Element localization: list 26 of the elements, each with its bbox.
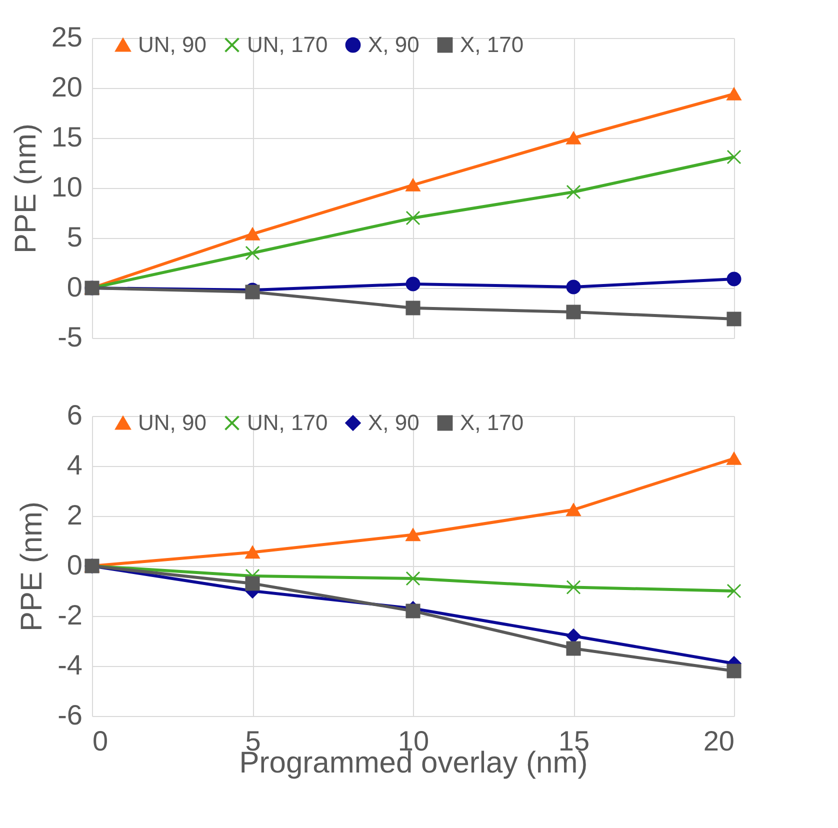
y-tick-label: -4: [58, 650, 82, 680]
y-tick-label: 25: [51, 22, 82, 52]
legend-label: UN, 170: [247, 32, 328, 57]
y-tick-label: -5: [58, 322, 82, 352]
legend-label: X, 170: [460, 410, 524, 435]
x-tick-label: 0: [92, 726, 108, 756]
legend-label: UN, 90: [138, 410, 206, 435]
y-tick-label: 0: [66, 550, 82, 580]
legend-label: UN, 90: [138, 32, 206, 57]
y-tick-label: 15: [51, 122, 82, 152]
y-tick-label: 5: [66, 222, 82, 252]
y-tick-label: 6: [66, 400, 82, 430]
x-tick-label: 20: [703, 726, 734, 756]
legend-label: X, 170: [460, 32, 524, 57]
y-axis-title: PPE (nm): [16, 501, 49, 632]
y-tick-label: -2: [58, 600, 82, 630]
y-tick-label: 10: [51, 172, 82, 202]
y-tick-label: 20: [51, 72, 82, 102]
y-tick-label: 4: [66, 450, 82, 480]
legend-label: UN, 170: [247, 410, 328, 435]
y-tick-label: 0: [66, 272, 82, 302]
y-tick-label: -6: [58, 700, 82, 730]
y-axis-title: PPE (nm): [9, 123, 42, 254]
legend-label: X, 90: [368, 410, 420, 435]
legend-label: X, 90: [368, 32, 420, 57]
y-tick-label: 2: [66, 500, 82, 530]
